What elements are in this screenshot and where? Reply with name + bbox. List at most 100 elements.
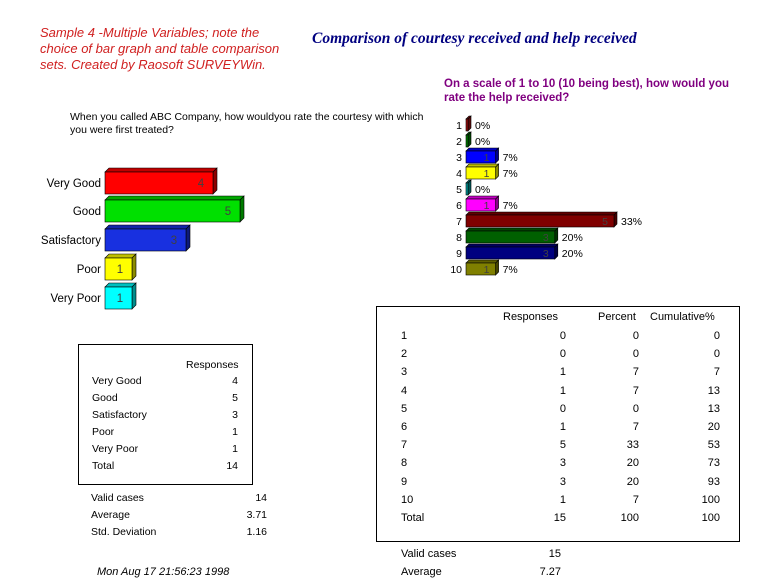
help-row-percent: 100 [620, 512, 639, 524]
help-row-percent: 20 [626, 457, 639, 470]
courtesy-row-label: Satisfactory [92, 409, 147, 421]
courtesy-row-value: 1 [232, 426, 238, 438]
courtesy-bar-2 [104, 224, 191, 252]
help-row-responses: 0 [559, 402, 566, 415]
help-bar-2 [465, 147, 500, 164]
help-data-label: 3 [543, 248, 549, 260]
courtesy-bar-3 [104, 253, 137, 281]
help-percent-label: 7% [503, 200, 518, 212]
help-row-responses: 0 [559, 348, 566, 361]
help-stat-value: 7.27 [539, 566, 561, 578]
courtesy-row-label: Total [92, 460, 115, 472]
courtesy-category-label: Good [73, 206, 101, 218]
courtesy-row-value: 1 [232, 443, 238, 455]
help-percent-label: 0% [475, 136, 490, 148]
courtesy-row-value: 4 [232, 375, 238, 387]
help-row-cumulative: 100 [701, 493, 720, 506]
help-row-percent: 0 [632, 330, 639, 342]
courtesy-data-label: 4 [198, 178, 205, 190]
help-row-responses: 1 [559, 366, 566, 379]
courtesy-table-header: Responses [186, 359, 239, 371]
help-row-percent: 0 [632, 348, 639, 361]
help-bar-0 [465, 115, 472, 132]
page-title: Comparison of courtesy received and help… [312, 30, 637, 47]
help-row-responses: 0 [559, 330, 566, 342]
help-data-label: 1 [484, 152, 490, 164]
help-question: On a scale of 1 to 10 (10 being best), h… [444, 78, 729, 104]
help-category-label: 10 [450, 264, 462, 276]
help-row-cumulative: 73 [707, 457, 720, 470]
courtesy-row-value: 5 [232, 392, 238, 404]
help-category-label: 4 [456, 168, 462, 180]
help-row-cumulative: 93 [707, 475, 720, 488]
help-bar-7 [465, 227, 559, 244]
courtesy-category-label: Poor [77, 264, 101, 276]
help-data-label: 1 [484, 200, 490, 212]
courtesy-bar-4 [104, 282, 137, 310]
help-row-label: 2 [401, 348, 408, 361]
help-row-label: 6 [401, 421, 408, 433]
courtesy-data-label: 1 [117, 264, 123, 276]
help-data-label: 1 [484, 168, 490, 180]
help-category-label: 9 [456, 248, 462, 260]
courtesy-stat-label: Average [91, 509, 130, 521]
help-category-label: 8 [456, 232, 462, 244]
help-bar-4 [465, 179, 472, 196]
help-row-label: 1 [401, 330, 408, 342]
help-table-box [376, 306, 740, 542]
help-table-header-percent: Percent [598, 311, 636, 323]
help-percent-label: 20% [562, 232, 583, 244]
help-bar-1 [465, 131, 472, 148]
help-table-header-cumulative: Cumulative% [650, 311, 715, 323]
help-row-percent: 7 [632, 366, 639, 379]
courtesy-question: When you called ABC Company, how wouldyo… [70, 111, 424, 136]
help-category-label: 1 [456, 120, 462, 132]
help-row-cumulative: 20 [707, 421, 720, 433]
courtesy-category-label: Satisfactory [41, 235, 101, 247]
help-row-percent: 33 [626, 439, 639, 452]
help-data-label: 5 [602, 216, 608, 228]
help-row-label: 8 [401, 457, 408, 470]
help-percent-label: 7% [503, 168, 518, 180]
courtesy-stat-value: 14 [255, 492, 267, 504]
courtesy-stat-value: 1.16 [246, 526, 267, 538]
courtesy-bar-0 [104, 167, 218, 195]
help-bar-5 [465, 195, 500, 212]
help-percent-label: 7% [503, 264, 518, 276]
sample-note: Sample 4 -Multiple Variables; note the c… [40, 25, 280, 72]
help-category-label: 5 [456, 184, 462, 196]
help-bar-3 [465, 163, 500, 180]
help-row-label: 3 [401, 366, 408, 379]
courtesy-row-label: Very Good [92, 375, 142, 387]
courtesy-row-label: Poor [92, 426, 115, 438]
help-category-label: 3 [456, 152, 462, 164]
help-row-label: 4 [401, 384, 408, 397]
help-data-label: 1 [484, 264, 490, 276]
help-row-responses: 5 [559, 439, 566, 452]
help-row-percent: 7 [632, 493, 639, 506]
help-bar-9 [465, 259, 500, 276]
courtesy-row-value: 14 [226, 460, 238, 472]
help-row-responses: 1 [559, 493, 566, 506]
help-row-cumulative: 13 [707, 402, 720, 415]
help-row-cumulative: 100 [701, 512, 720, 524]
timestamp: Mon Aug 17 21:56:23 1998 [97, 566, 230, 578]
help-row-label: 9 [401, 475, 408, 488]
courtesy-category-label: Very Good [47, 178, 101, 190]
courtesy-row-label: Very Poor [92, 443, 139, 455]
courtesy-data-label: 3 [171, 235, 177, 247]
help-percent-label: 7% [503, 152, 518, 164]
help-table-header-responses: Responses [503, 311, 559, 323]
help-category-label: 2 [456, 136, 462, 148]
courtesy-stat-value: 3.71 [246, 509, 267, 521]
courtesy-data-label: 5 [225, 206, 231, 218]
courtesy-data-label: 1 [117, 293, 123, 305]
help-percent-label: 0% [475, 120, 490, 132]
courtesy-table-box [78, 344, 253, 485]
help-percent-label: 0% [475, 184, 490, 196]
help-row-label: 7 [401, 439, 408, 452]
courtesy-stat-label: Valid cases [91, 492, 144, 504]
help-stat-label: Average [401, 566, 442, 578]
help-row-responses: 1 [559, 384, 566, 397]
help-row-percent: 7 [632, 421, 639, 433]
